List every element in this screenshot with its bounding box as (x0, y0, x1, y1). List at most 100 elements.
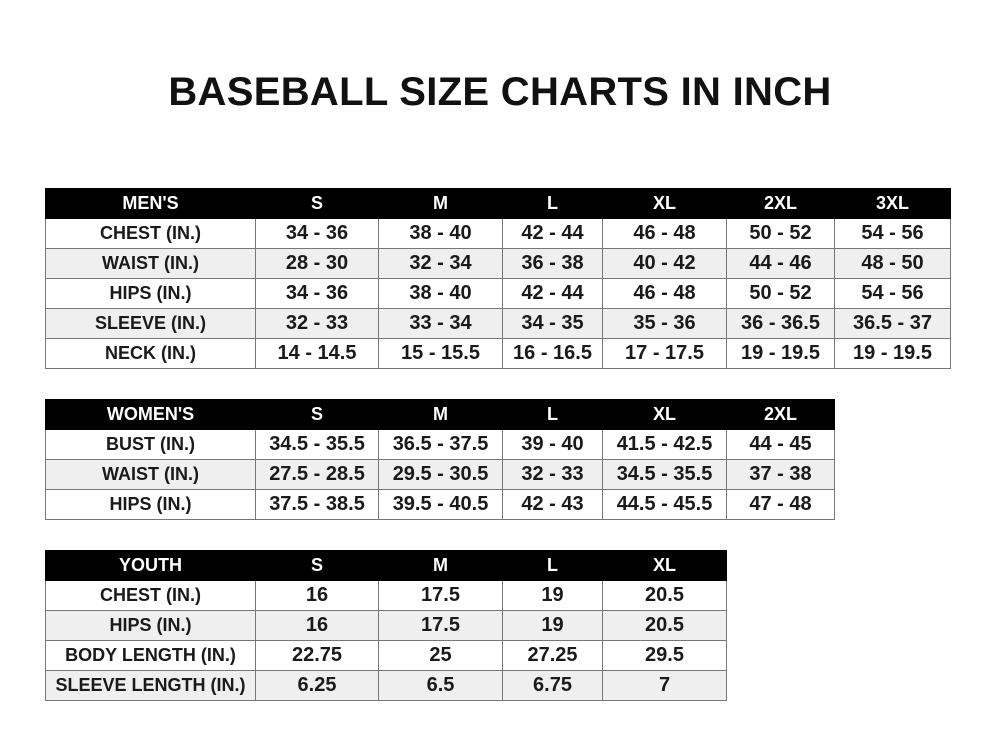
size-value: 32 - 34 (378, 248, 503, 279)
size-header: S (255, 399, 379, 430)
measurement-label: NECK (IN.) (45, 338, 256, 369)
table-row: SLEEVE (IN.) 32 - 33 33 - 34 34 - 35 35 - 36… (45, 308, 951, 339)
measurement-label: HIPS (IN.) (45, 610, 256, 641)
youth-size-table: YOUTH S M L XL CHEST (IN.) 16 17.5 19 20.5 HIPS (I… (45, 550, 727, 701)
size-value: 17 - 17.5 (602, 338, 727, 369)
category-header: WOMEN'S (45, 399, 256, 430)
size-value: 48 - 50 (834, 248, 951, 279)
size-value: 46 - 48 (602, 278, 727, 309)
size-value: 37.5 - 38.5 (255, 489, 379, 520)
measurement-label: SLEEVE LENGTH (IN.) (45, 670, 256, 701)
size-value: 7 (602, 670, 727, 701)
size-value: 44.5 - 45.5 (602, 489, 727, 520)
size-value: 36 - 38 (502, 248, 603, 279)
size-header: S (255, 550, 379, 581)
size-value: 27.25 (502, 640, 603, 671)
size-value: 44 - 46 (726, 248, 835, 279)
category-header: YOUTH (45, 550, 256, 581)
table-row: NECK (IN.) 14 - 14.5 15 - 15.5 16 - 16.5 17 … (45, 338, 951, 369)
size-header: XL (602, 188, 727, 219)
size-value: 44 - 45 (726, 429, 835, 460)
measurement-label: SLEEVE (IN.) (45, 308, 256, 339)
size-value: 40 - 42 (602, 248, 727, 279)
size-value: 33 - 34 (378, 308, 503, 339)
size-value: 22.75 (255, 640, 379, 671)
measurement-label: HIPS (IN.) (45, 489, 256, 520)
size-value: 38 - 40 (378, 218, 503, 249)
size-header: 2XL (726, 188, 835, 219)
size-value: 6.5 (378, 670, 503, 701)
table-header-row: WOMEN'S S M L XL 2XL (45, 399, 835, 430)
size-value: 16 - 16.5 (502, 338, 603, 369)
measurement-label: WAIST (IN.) (45, 248, 256, 279)
table-row: HIPS (IN.) 37.5 - 38.5 39.5 - 40.5 42 - 43 4… (45, 489, 835, 520)
size-value: 16 (255, 610, 379, 641)
size-header: M (378, 399, 503, 430)
table-row: SLEEVE LENGTH (IN.) 6.25 6.5 6.75 7 (45, 670, 727, 701)
size-header: M (378, 188, 503, 219)
size-value: 29.5 (602, 640, 727, 671)
size-value: 54 - 56 (834, 218, 951, 249)
size-value: 42 - 43 (502, 489, 603, 520)
size-value: 6.75 (502, 670, 603, 701)
size-value: 34 - 36 (255, 218, 379, 249)
size-value: 41.5 - 42.5 (602, 429, 727, 460)
table-row: WAIST (IN.) 28 - 30 32 - 34 36 - 38 40 - 42 4… (45, 248, 951, 279)
table-row: CHEST (IN.) 16 17.5 19 20.5 (45, 580, 727, 611)
measurement-label: CHEST (IN.) (45, 580, 256, 611)
category-header: MEN'S (45, 188, 256, 219)
size-value: 32 - 33 (502, 459, 603, 490)
size-value: 34 - 35 (502, 308, 603, 339)
size-header: L (502, 399, 603, 430)
size-value: 50 - 52 (726, 278, 835, 309)
table-row: HIPS (IN.) 16 17.5 19 20.5 (45, 610, 727, 641)
size-value: 28 - 30 (255, 248, 379, 279)
size-value: 20.5 (602, 580, 727, 611)
size-value: 6.25 (255, 670, 379, 701)
size-value: 54 - 56 (834, 278, 951, 309)
size-value: 39 - 40 (502, 429, 603, 460)
page-title: BASEBALL SIZE CHARTS IN INCH (168, 70, 832, 114)
size-value: 36 - 36.5 (726, 308, 835, 339)
size-value: 20.5 (602, 610, 727, 641)
size-value: 17.5 (378, 610, 503, 641)
measurement-label: BUST (IN.) (45, 429, 256, 460)
table-row: WAIST (IN.) 27.5 - 28.5 29.5 - 30.5 32 - 33… (45, 459, 835, 490)
size-header: 3XL (834, 188, 951, 219)
size-value: 29.5 - 30.5 (378, 459, 503, 490)
size-header: 2XL (726, 399, 835, 430)
table-row: CHEST (IN.) 34 - 36 38 - 40 42 - 44 46 - 48 5… (45, 218, 951, 249)
size-value: 25 (378, 640, 503, 671)
size-value: 39.5 - 40.5 (378, 489, 503, 520)
size-header: M (378, 550, 503, 581)
measurement-label: WAIST (IN.) (45, 459, 256, 490)
size-value: 50 - 52 (726, 218, 835, 249)
size-header: L (502, 550, 603, 581)
size-value: 16 (255, 580, 379, 611)
size-value: 47 - 48 (726, 489, 835, 520)
size-header: XL (602, 399, 727, 430)
size-value: 36.5 - 37.5 (378, 429, 503, 460)
size-value: 36.5 - 37 (834, 308, 951, 339)
size-value: 14 - 14.5 (255, 338, 379, 369)
measurement-label: BODY LENGTH (IN.) (45, 640, 256, 671)
size-header: XL (602, 550, 727, 581)
size-value: 38 - 40 (378, 278, 503, 309)
size-value: 34 - 36 (255, 278, 379, 309)
size-value: 17.5 (378, 580, 503, 611)
size-value: 19 (502, 610, 603, 641)
size-value: 35 - 36 (602, 308, 727, 339)
size-value: 34.5 - 35.5 (602, 459, 727, 490)
table-header-row: MEN'S S M L XL 2XL 3XL (45, 188, 951, 219)
size-header: L (502, 188, 603, 219)
size-value: 34.5 - 35.5 (255, 429, 379, 460)
table-row: HIPS (IN.) 34 - 36 38 - 40 42 - 44 46 - 48 50… (45, 278, 951, 309)
table-row: BUST (IN.) 34.5 - 35.5 36.5 - 37.5 39 - 40 4… (45, 429, 835, 460)
womens-size-table: WOMEN'S S M L XL 2XL BUST (IN.) 34.5 - 35.5 36.5… (45, 399, 835, 520)
mens-size-table: MEN'S S M L XL 2XL 3XL CHEST (IN.) 34 - 36 38 - 4… (45, 188, 951, 369)
size-header: S (255, 188, 379, 219)
size-value: 19 - 19.5 (726, 338, 835, 369)
size-value: 15 - 15.5 (378, 338, 503, 369)
measurement-label: CHEST (IN.) (45, 218, 256, 249)
size-value: 37 - 38 (726, 459, 835, 490)
